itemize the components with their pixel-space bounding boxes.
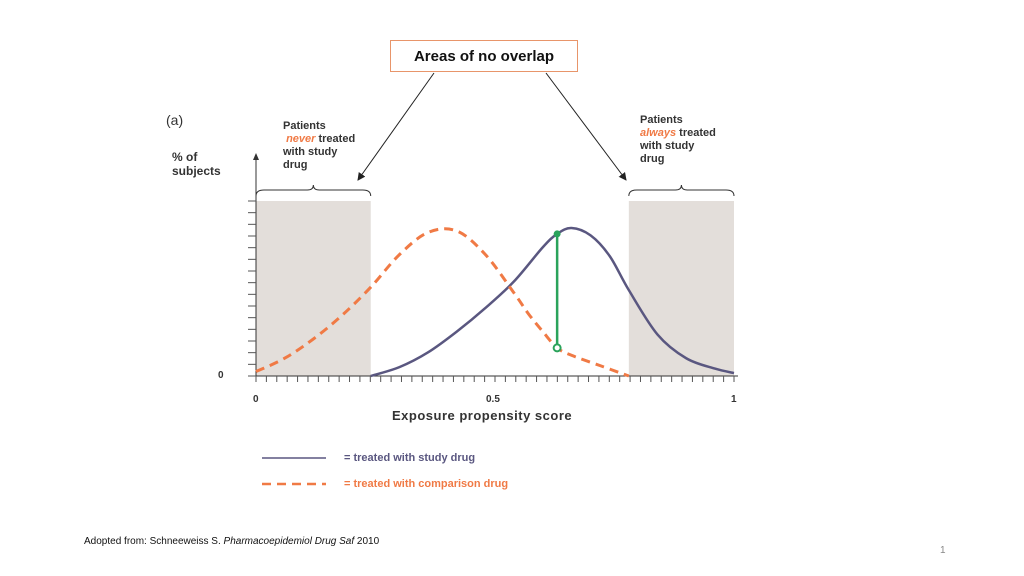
y-axis-arrow <box>253 153 259 160</box>
x-tick-label: 1 <box>731 394 737 405</box>
x-tick-label: 0.5 <box>486 394 500 405</box>
never-annotation-rest: treated <box>315 133 356 145</box>
series-comparison-drug-line <box>255 227 630 378</box>
callout-arrow-right <box>545 72 627 181</box>
areas-no-overlap-callout: Areas of no overlap <box>390 40 578 72</box>
callout-arrows <box>357 72 627 181</box>
always-annotation-rest: treated <box>676 127 716 139</box>
panel-label: (a) <box>166 112 184 128</box>
no-overlap-region-right <box>628 201 734 376</box>
always-annotation-line4: drug <box>640 153 665 165</box>
citation-prefix: Adopted from: Schneeweiss S. <box>84 536 224 547</box>
difference-marker <box>552 230 562 353</box>
citation: Adopted from: Schneeweiss S. Pharmacoepi… <box>84 536 379 547</box>
citation-journal: Pharmacoepidemiol Drug Saf <box>223 536 355 547</box>
x-axis-label: Exposure propensity score <box>392 408 573 423</box>
never-annotation-line2: never treated <box>283 133 355 146</box>
series-study-drug-line <box>370 226 735 378</box>
always-annotation-line1: Patients <box>640 114 683 126</box>
page-number: 1 <box>940 545 946 556</box>
always-highlight: always <box>640 127 677 139</box>
difference-bottom-point <box>552 343 562 353</box>
never-treated-annotation: Patients never treated with study drug <box>283 120 355 172</box>
no-overlap-region-left <box>256 201 371 376</box>
legend-label-comparison-drug: = treated with comparison drug <box>344 478 509 490</box>
region-braces <box>255 184 735 197</box>
brace-left <box>255 184 372 197</box>
legend-lines <box>262 457 326 486</box>
never-annotation-line4: drug <box>283 159 308 171</box>
y-axis-label-line2: subjects <box>172 164 221 178</box>
callout-arrow-left <box>357 72 435 181</box>
always-annotation-line2: always treated <box>640 127 716 140</box>
always-annotation-line3: with study <box>640 140 695 152</box>
always-treated-annotation: Patients always treated with study drug <box>640 114 716 166</box>
never-highlight: never <box>286 133 316 145</box>
difference-top-point <box>553 230 561 238</box>
no-overlap-shading <box>256 201 734 376</box>
citation-suffix: 2010 <box>354 536 380 547</box>
never-annotation-line1: Patients <box>283 120 326 132</box>
x-tick-label: 0 <box>253 394 259 405</box>
y-axis-label-line1: % of <box>172 150 198 164</box>
y-axis-label: % of subjects <box>172 150 221 178</box>
y-tick-label: 0 <box>218 370 224 381</box>
never-annotation-line3: with study <box>283 146 338 158</box>
series-lines <box>255 226 735 378</box>
legend-label-study-drug: = treated with study drug <box>344 452 476 464</box>
brace-right <box>628 184 735 197</box>
